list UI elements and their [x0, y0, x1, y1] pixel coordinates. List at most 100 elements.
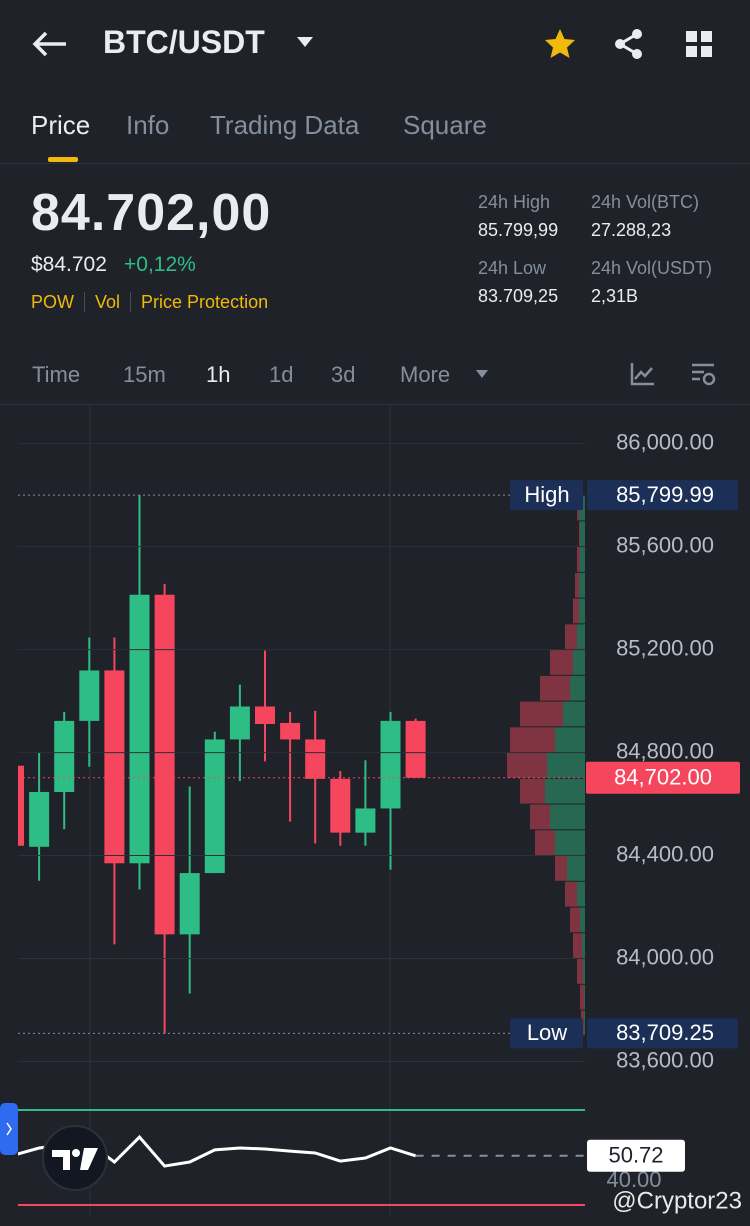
volume-sell [573, 933, 582, 959]
candle-body [18, 765, 24, 846]
volume-buy [547, 753, 585, 778]
last-price-label: 84,702.00 [614, 765, 712, 790]
more-dropdown[interactable] [475, 369, 489, 379]
chart: 86,000.00 85,600.00 85,200.00 84,800.00 84,4… [0, 405, 742, 1215]
volume-buy [580, 521, 585, 547]
settings-button[interactable] [690, 362, 718, 388]
tag[interactable]: POW [31, 292, 74, 312]
volume-buy [550, 804, 585, 830]
volume-sell [530, 804, 550, 830]
divider [0, 404, 750, 405]
volume-sell [540, 675, 570, 701]
volume-sell [580, 984, 584, 1010]
candle-body [104, 670, 125, 864]
tab-indicator [48, 157, 78, 162]
volume-sell [565, 881, 577, 907]
volume-sell [577, 547, 580, 572]
y-tick-label: 84,000.00 [616, 944, 714, 969]
candle-body [305, 739, 326, 779]
tab[interactable]: Price [31, 110, 91, 140]
indicator-button[interactable] [630, 362, 656, 386]
volume-sell [579, 521, 580, 547]
stat-label: 24h Low [478, 258, 547, 278]
marker-value: 85,799.99 [616, 482, 714, 507]
interval[interactable]: 1d [269, 362, 294, 387]
candle-body [229, 706, 250, 740]
volume-buy [567, 856, 585, 881]
rsi-last-label: 50.72 [608, 1143, 663, 1168]
stat-value: 85.799,99 [478, 220, 559, 240]
candle-body [54, 720, 75, 792]
candle-body [79, 670, 100, 721]
volume-sell [570, 907, 580, 933]
stat-value: 2,31B [591, 286, 639, 306]
stat-value: 83.709,25 [478, 286, 559, 306]
volume-sell [575, 572, 579, 598]
volume-buy [563, 701, 585, 727]
volume-sell [555, 856, 567, 881]
tab[interactable]: Trading Data [210, 110, 360, 140]
marker-name-box [510, 1018, 583, 1049]
y-tick-label: 84,800.00 [616, 738, 714, 763]
volume-sell [510, 727, 555, 753]
volume-buy [579, 572, 585, 598]
favorite-star[interactable] [543, 28, 577, 60]
side-panel-handle[interactable] [0, 1103, 18, 1155]
stat-label: 24h High [478, 192, 551, 212]
tab[interactable]: Info [126, 110, 170, 140]
volume-sell [550, 650, 573, 675]
tab[interactable]: Square [403, 110, 487, 140]
tags: POW Vol Price Protection [31, 292, 278, 312]
volume-buy [583, 959, 585, 984]
y-tick-label: 85,600.00 [616, 532, 714, 557]
marker-name-box [510, 480, 583, 511]
watermark: @Cryptor23 [612, 1187, 742, 1214]
tradingview-logo-dot [72, 1149, 80, 1157]
back-button[interactable] [30, 28, 70, 60]
candle-body [129, 594, 150, 864]
candle-body [29, 791, 50, 847]
stat-label: 24h Vol(USDT) [591, 258, 713, 278]
volume-buy [582, 933, 585, 959]
menu-grid[interactable] [686, 31, 714, 59]
marker-name: High [524, 482, 569, 507]
volume-buy [555, 727, 585, 753]
pair-title[interactable]: BTC/USDT [103, 24, 265, 60]
price-change: +0,12% [124, 253, 196, 276]
volume-buy [584, 984, 585, 1010]
volume-buy [545, 778, 585, 804]
volume-sell [573, 598, 579, 624]
tradingview-logo [42, 1125, 108, 1191]
divider [0, 163, 750, 164]
interval[interactable]: 15m [123, 362, 166, 387]
marker-name: Low [527, 1020, 567, 1045]
volume-buy [577, 881, 585, 907]
volume-sell [520, 701, 563, 727]
interval[interactable]: Time [32, 362, 81, 387]
interval[interactable]: More [400, 362, 451, 387]
volume-buy [584, 1010, 585, 1036]
candle-body [405, 720, 426, 778]
candle-body [255, 706, 275, 724]
candle-body [380, 720, 401, 809]
tag[interactable]: Vol [84, 292, 130, 312]
candle-body [330, 778, 351, 833]
tag[interactable]: Price Protection [130, 292, 278, 312]
volume-sell [577, 959, 583, 984]
usd-price: $84.702 [31, 253, 107, 276]
plot [18, 495, 426, 1168]
marker-value: 83,709.25 [616, 1020, 714, 1045]
candle-body [154, 594, 175, 935]
tradingview-logo-mark [52, 1148, 98, 1170]
volume-buy [580, 547, 585, 572]
candle-body [355, 808, 376, 833]
volume-buy [573, 650, 585, 675]
y-tick-label: 84,400.00 [616, 841, 714, 866]
stat-value: 27.288,23 [591, 220, 672, 240]
interval[interactable]: 1h [206, 362, 231, 387]
y-tick-label: 85,200.00 [616, 635, 714, 660]
share-button[interactable] [612, 28, 646, 60]
pair-dropdown[interactable] [296, 36, 314, 48]
interval[interactable]: 3d [331, 362, 356, 387]
